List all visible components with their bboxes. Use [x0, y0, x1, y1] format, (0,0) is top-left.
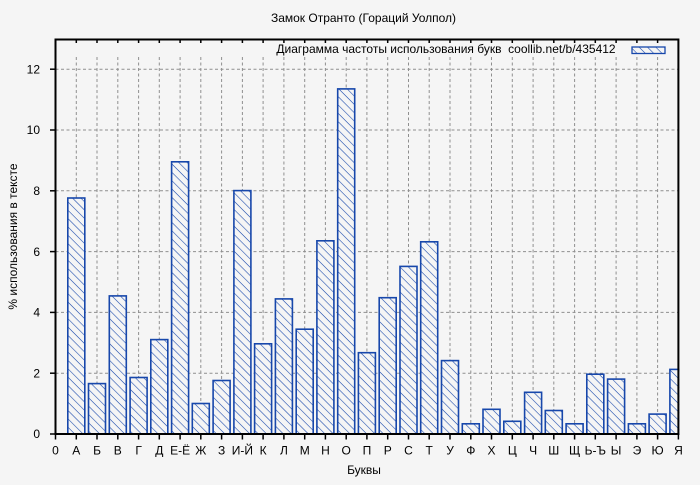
- svg-text:12: 12: [27, 62, 41, 76]
- svg-text:О: О: [342, 444, 351, 458]
- svg-text:Б: Б: [93, 444, 101, 458]
- svg-text:К: К: [260, 444, 267, 458]
- svg-text:У: У: [446, 444, 454, 458]
- svg-text:Р: Р: [384, 444, 392, 458]
- svg-text:Ф: Ф: [466, 444, 475, 458]
- svg-text:Е-Ё: Е-Ё: [170, 444, 190, 458]
- svg-text:Ы: Ы: [611, 444, 622, 458]
- svg-text:Ч: Ч: [529, 444, 537, 458]
- svg-text:Д: Д: [155, 444, 163, 458]
- svg-text:М: М: [300, 444, 310, 458]
- svg-text:% использования в тексте: % использования в тексте: [6, 163, 20, 309]
- svg-text:Ю: Ю: [652, 444, 664, 458]
- svg-text:Н: Н: [321, 444, 330, 458]
- svg-text:Х: Х: [487, 444, 495, 458]
- svg-text:П: П: [363, 444, 372, 458]
- svg-text:0: 0: [33, 427, 40, 441]
- svg-text:Ц: Ц: [508, 444, 517, 458]
- svg-text:4: 4: [33, 306, 40, 320]
- svg-text:Я: Я: [674, 444, 683, 458]
- svg-text:Ш: Ш: [548, 444, 559, 458]
- svg-text:Т: Т: [426, 444, 434, 458]
- svg-text:З: З: [218, 444, 225, 458]
- svg-text:Диаграмма частоты использовани: Диаграмма частоты использования букв coo…: [276, 42, 616, 56]
- svg-text:И-Й: И-Й: [232, 443, 253, 458]
- svg-text:Г: Г: [135, 444, 142, 458]
- svg-text:Ж: Ж: [195, 444, 206, 458]
- svg-text:Ь-Ъ: Ь-Ъ: [585, 444, 606, 458]
- svg-text:2: 2: [33, 366, 40, 380]
- svg-text:Щ: Щ: [569, 444, 580, 458]
- svg-text:С: С: [404, 444, 413, 458]
- svg-text:Замок Отранто (Гораций Уолпол): Замок Отранто (Гораций Уолпол): [271, 11, 456, 25]
- svg-text:0: 0: [52, 444, 59, 458]
- svg-text:В: В: [114, 444, 122, 458]
- svg-text:Буквы: Буквы: [347, 463, 381, 477]
- svg-text:Л: Л: [280, 444, 288, 458]
- svg-text:А: А: [72, 444, 80, 458]
- svg-text:10: 10: [27, 123, 41, 137]
- svg-text:6: 6: [33, 245, 40, 259]
- svg-text:Э: Э: [633, 444, 642, 458]
- svg-text:8: 8: [33, 184, 40, 198]
